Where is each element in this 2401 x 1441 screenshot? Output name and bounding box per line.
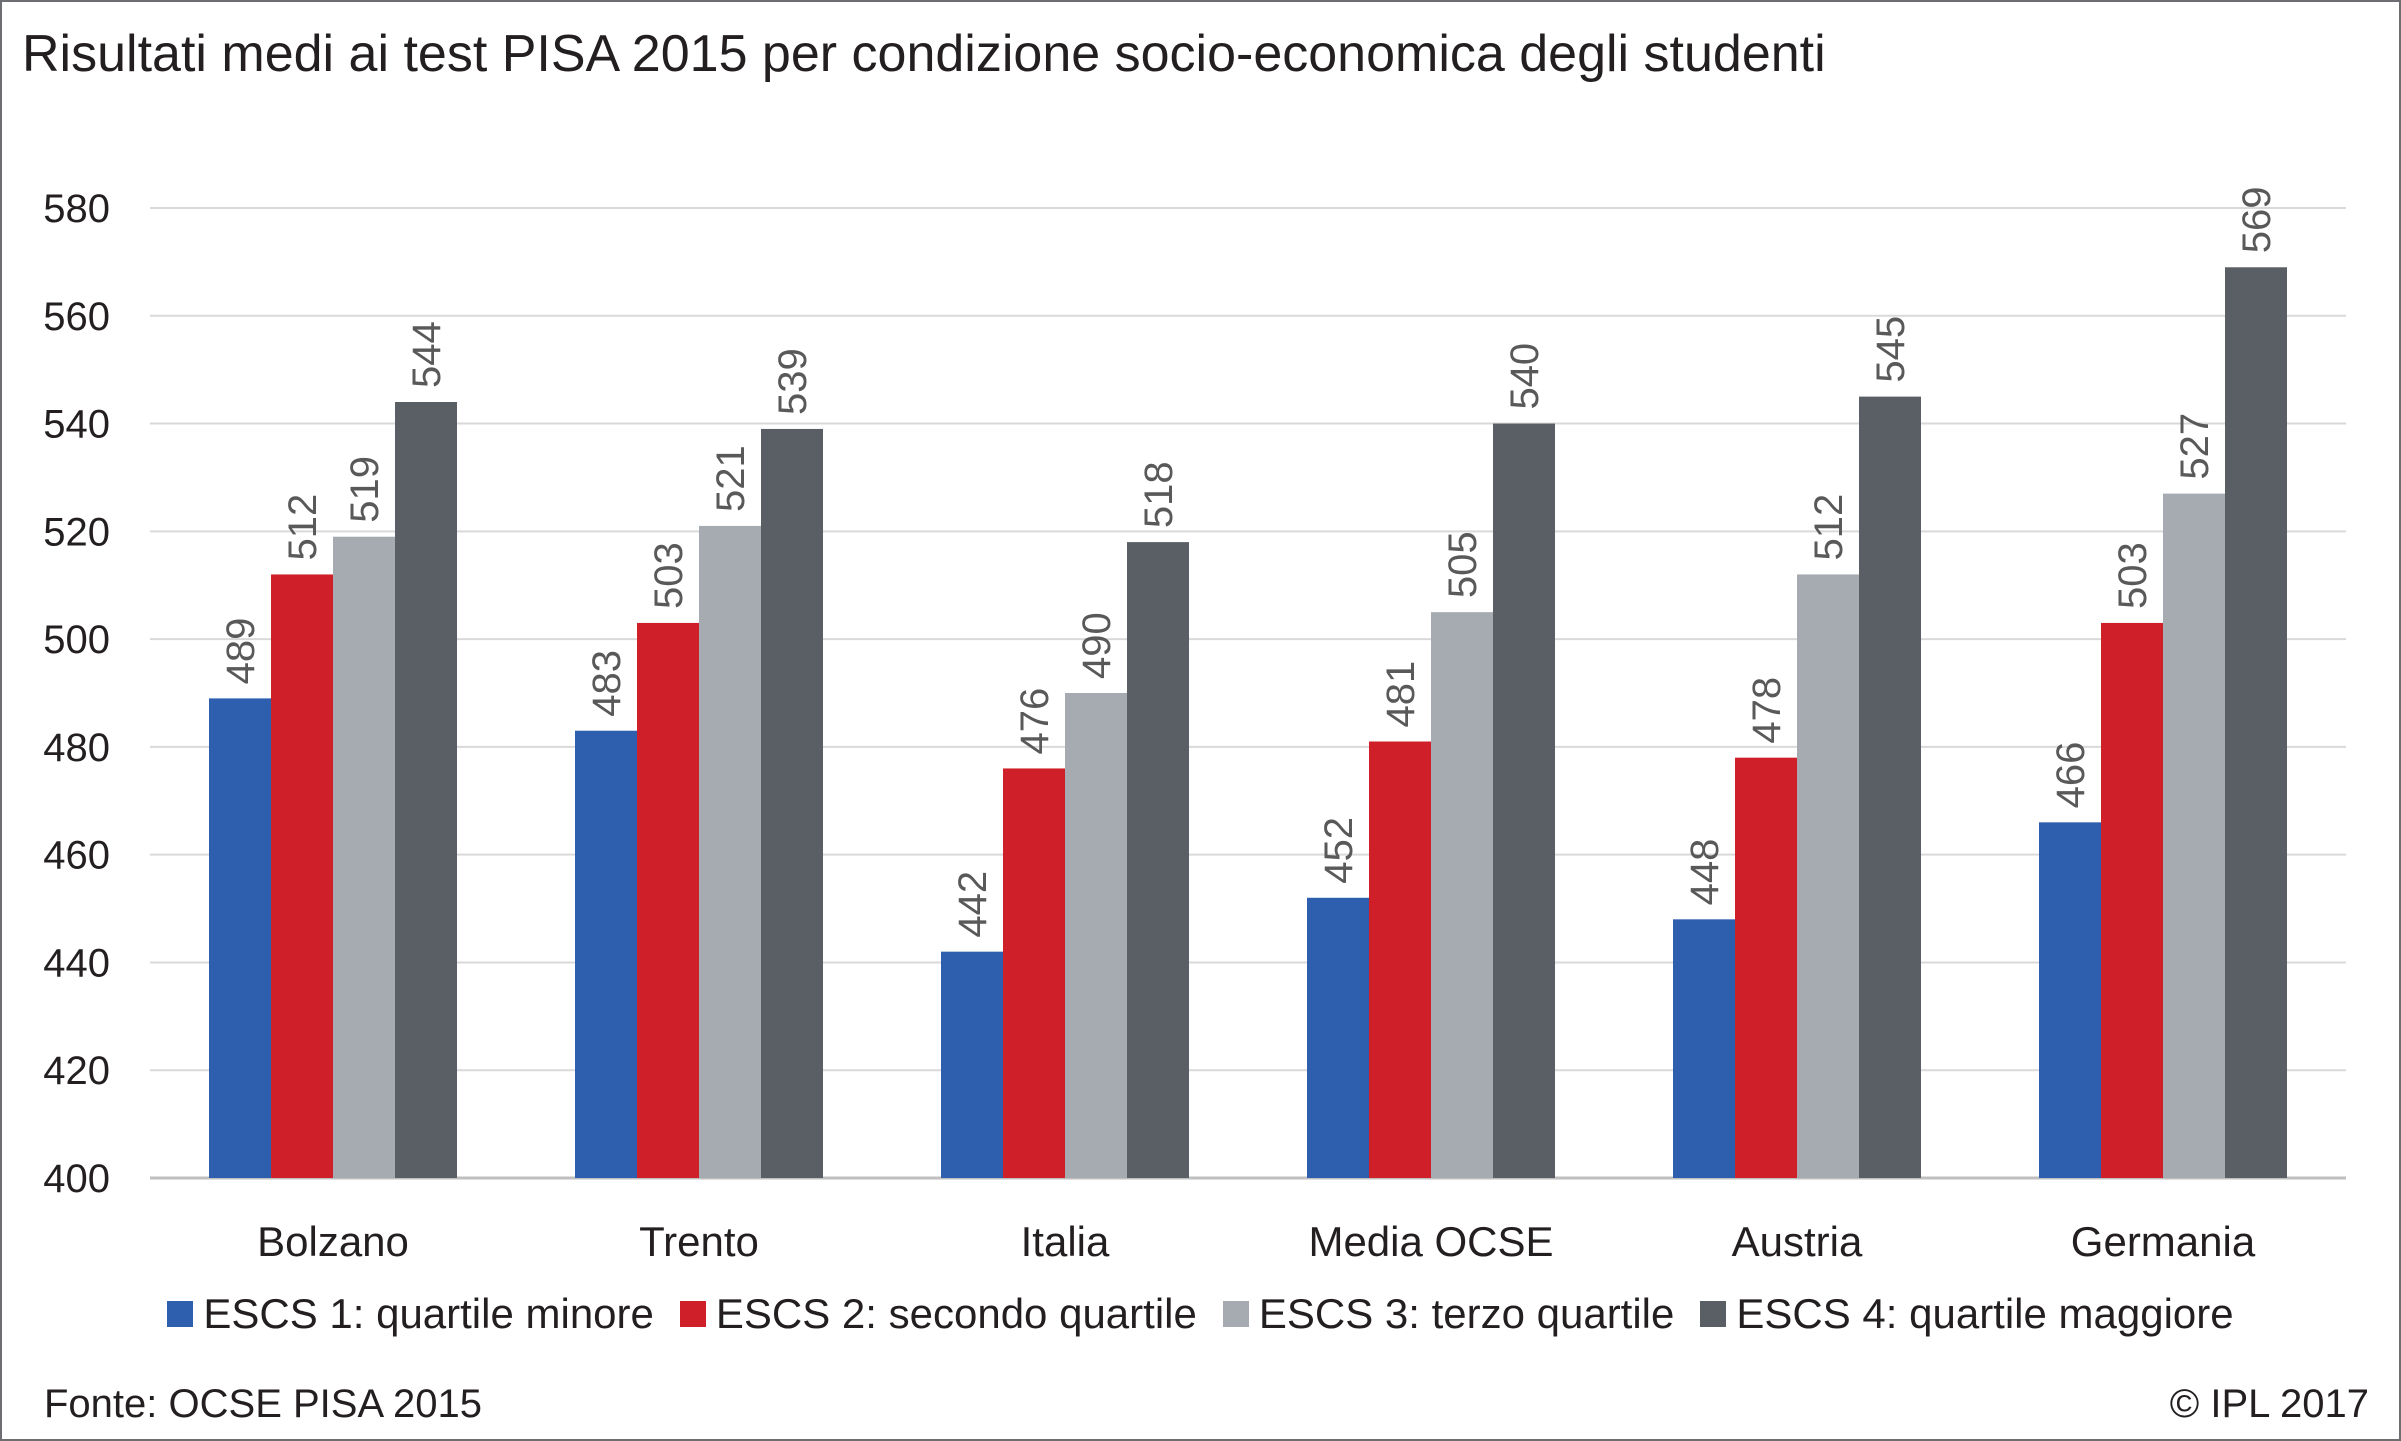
data-label: 478: [1745, 677, 1789, 744]
bar: [271, 574, 333, 1178]
data-label: 521: [709, 445, 753, 512]
bar: [1307, 897, 1369, 1178]
chart-legend: ESCS 1: quartile minore ESCS 2: secondo …: [0, 1290, 2401, 1338]
bar: [637, 622, 699, 1178]
data-label: 569: [2235, 187, 2279, 254]
bar: [1859, 396, 1921, 1179]
x-tick-label: Media OCSE: [1308, 1218, 1553, 1265]
legend-label-escs3: ESCS 3: terzo quartile: [1258, 1290, 1675, 1337]
y-tick-label: 440: [43, 941, 110, 985]
data-label: 476: [1013, 688, 1057, 755]
bar: [2039, 822, 2101, 1178]
y-tick-label: 400: [43, 1157, 110, 1201]
data-label: 512: [1807, 494, 1851, 561]
y-tick-label: 580: [43, 187, 110, 231]
y-tick-label: 560: [43, 295, 110, 339]
bar: [333, 536, 395, 1178]
bar: [2225, 267, 2287, 1178]
chart-title: Risultati medi ai test PISA 2015 per con…: [22, 25, 1826, 83]
data-label: 503: [2111, 542, 2155, 609]
bar: [575, 730, 637, 1178]
x-tick-label: Austria: [1732, 1218, 1863, 1265]
data-label: 527: [2173, 413, 2217, 480]
data-label: 481: [1379, 661, 1423, 728]
data-label: 466: [2049, 742, 2093, 809]
data-label: 540: [1503, 343, 1547, 410]
bar: [395, 402, 457, 1178]
legend-label-escs2: ESCS 2: secondo quartile: [715, 1290, 1197, 1337]
data-label: 505: [1441, 531, 1485, 598]
x-tick-label: Trento: [639, 1218, 759, 1265]
copyright-note: © IPL 2017: [2169, 1382, 2369, 1426]
legend-item-escs3: ESCS 3: terzo quartile: [1222, 1290, 1675, 1338]
bar: [941, 951, 1003, 1178]
y-tick-label: 500: [43, 618, 110, 662]
bar: [761, 428, 823, 1178]
data-label: 544: [405, 321, 449, 388]
bar: [1735, 757, 1797, 1178]
legend-item-escs1: ESCS 1: quartile minore: [167, 1290, 654, 1338]
data-label: 545: [1869, 316, 1913, 383]
x-tick-label: Bolzano: [257, 1218, 409, 1265]
bar: [209, 698, 271, 1178]
legend-item-escs2: ESCS 2: secondo quartile: [679, 1290, 1197, 1338]
data-label: 489: [219, 618, 263, 685]
bar: [1065, 693, 1127, 1178]
data-label: 518: [1137, 461, 1181, 528]
bar: [1431, 612, 1493, 1178]
data-label: 448: [1683, 839, 1727, 906]
legend-item-escs4: ESCS 4: quartile maggiore: [1700, 1290, 2234, 1338]
legend-label-escs1: ESCS 1: quartile minore: [203, 1290, 654, 1337]
data-label: 503: [647, 542, 691, 609]
data-label: 452: [1317, 817, 1361, 884]
data-label: 512: [281, 494, 325, 561]
bar: [1369, 741, 1431, 1178]
bar: [1003, 768, 1065, 1178]
legend-swatch-escs2: [679, 1301, 706, 1327]
legend-swatch-escs4: [1700, 1301, 1727, 1327]
y-tick-label: 420: [43, 1049, 110, 1093]
source-note: Fonte: OCSE PISA 2015: [44, 1382, 483, 1426]
bar: [1493, 423, 1555, 1178]
x-tick-label: Italia: [1021, 1218, 1110, 1265]
y-tick-label: 520: [43, 510, 110, 554]
x-tick-label: Germania: [2071, 1218, 2256, 1265]
bar: [1797, 574, 1859, 1178]
bar: [1673, 919, 1735, 1178]
y-tick-label: 480: [43, 726, 110, 770]
legend-label-escs4: ESCS 4: quartile maggiore: [1736, 1290, 2234, 1337]
data-label: 519: [343, 456, 387, 523]
bar: [699, 525, 761, 1178]
data-label: 483: [585, 650, 629, 717]
legend-swatch-escs3: [1222, 1301, 1249, 1327]
y-tick-label: 540: [43, 403, 110, 447]
data-label: 442: [951, 871, 995, 938]
bar: [1127, 542, 1189, 1178]
legend-swatch-escs1: [167, 1301, 194, 1327]
bar: [2163, 493, 2225, 1179]
y-tick-label: 460: [43, 834, 110, 878]
data-label: 539: [771, 348, 815, 415]
data-label: 490: [1075, 612, 1119, 679]
bar: [2101, 622, 2163, 1178]
